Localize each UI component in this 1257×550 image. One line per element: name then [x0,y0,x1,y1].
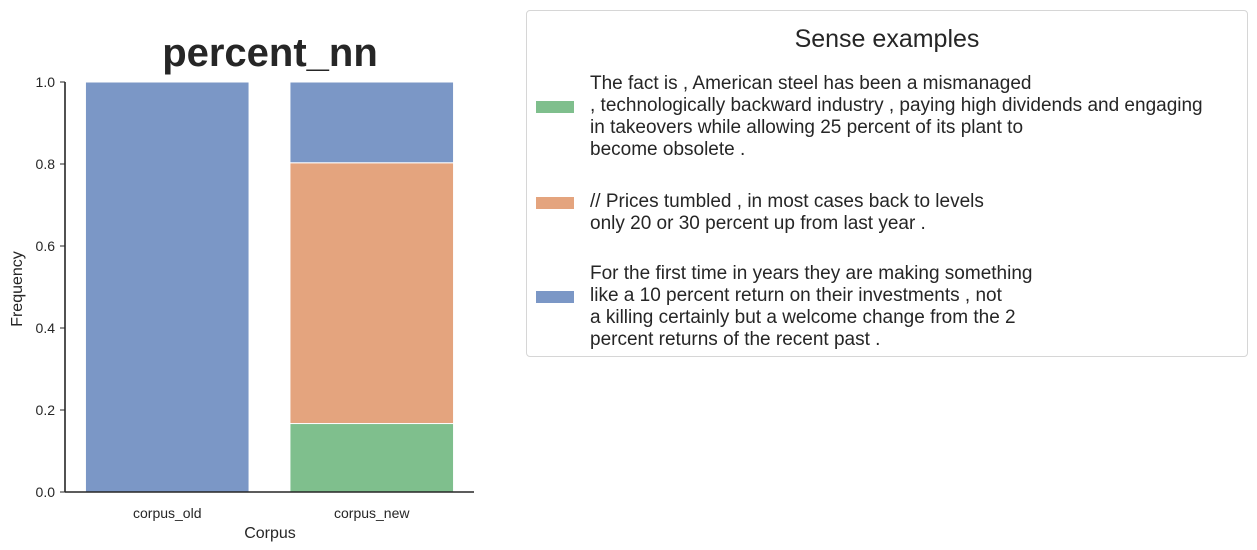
x-tick-label: corpus_new [334,505,410,521]
axes-layer: corpus_old corpus_new 0.0 0.2 0.4 0.6 0.8 1.0 [36,74,474,521]
bars-layer [84,81,455,493]
legend-swatch-blue [536,291,574,303]
y-tick-label: 0.8 [36,156,56,172]
legend-line: become obsolete . [590,139,746,160]
x-tick-label: corpus_old [133,505,202,521]
legend-line: , technologically backward industry , pa… [590,95,1203,116]
x-axis-label: Corpus [244,525,296,542]
legend-line: like a 10 percent return on their invest… [590,285,1002,306]
y-tick-label: 0.4 [36,320,56,336]
legend-text-orange: // Prices tumbled , in most cases back t… [590,191,1245,235]
chart-title: percent_nn [162,31,378,75]
legend-title: Sense examples [794,25,980,53]
legend-line: // Prices tumbled , in most cases back t… [590,191,984,212]
legend: Sense examples The fact is , American st… [526,10,1248,357]
legend-line: only 20 or 30 percent up from last year … [590,213,926,234]
bar-segment-corpus_new-0 [289,423,455,493]
legend-swatch-green [536,101,574,113]
bar-segment-corpus_old-2 [84,81,250,493]
legend-line: The fact is , American steel has been a … [590,73,1032,94]
stacked-bar-chart: percent_nn corpus_old corpus_new 0.0 0.2 0.4… [9,31,474,542]
y-tick-label: 1.0 [36,74,56,90]
legend-line: For the first time in years they are mak… [590,263,1033,284]
legend-text-green: The fact is , American steel has been a … [590,73,1245,161]
legend-line: percent returns of the recent past . [590,329,881,350]
legend-line: in takeovers while allowing 25 percent o… [590,117,1024,138]
legend-swatch-orange [536,197,574,209]
bar-segment-corpus_new-1 [289,162,455,425]
y-tick-label: 0.0 [36,484,56,500]
bar-segment-corpus_new-2 [289,81,455,164]
legend-line: a killing certainly but a welcome change… [590,307,1016,328]
legend-text-blue: For the first time in years they are mak… [590,263,1245,351]
y-tick-label: 0.6 [36,238,56,254]
y-tick-label: 0.2 [36,402,56,418]
y-axis-label: Frequency [9,251,26,327]
